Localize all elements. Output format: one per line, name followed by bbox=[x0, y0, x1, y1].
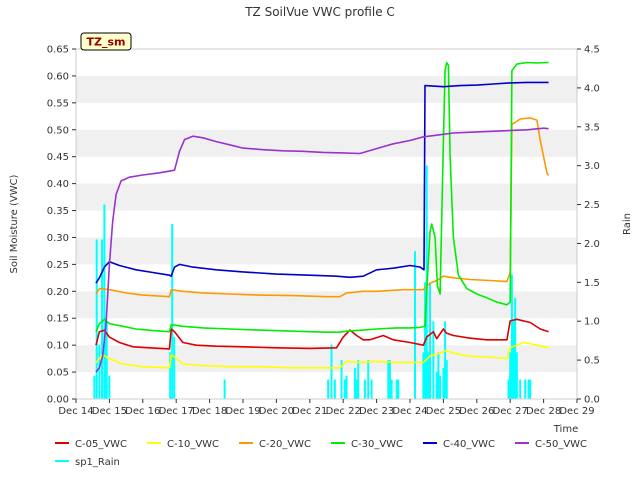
grid-band bbox=[76, 102, 577, 130]
y-tick-label: 0.35 bbox=[47, 206, 69, 217]
x-tick-label: Dec 27 bbox=[493, 406, 528, 417]
legend-item-c-05-vwc: C-05_VWC bbox=[55, 439, 127, 450]
y-tick-label: 0.50 bbox=[47, 125, 69, 136]
y2-tick-label: 0.0 bbox=[584, 395, 600, 406]
x-tick-label: Dec 19 bbox=[225, 406, 260, 417]
y2-tick-label: 2.5 bbox=[584, 200, 600, 211]
y2-tick-label: 1.0 bbox=[584, 317, 600, 328]
grid-band bbox=[76, 210, 577, 238]
x-tick-label: Dec 18 bbox=[192, 406, 227, 417]
series-layer bbox=[93, 61, 550, 399]
x-tick-label: Dec 15 bbox=[92, 406, 127, 417]
x-tick-label: Dec 17 bbox=[159, 406, 194, 417]
y-tick-label: 0.30 bbox=[47, 233, 69, 244]
y2-axis-label: Rain bbox=[622, 213, 633, 235]
grid-band bbox=[76, 75, 577, 103]
legend-item-c-10-vwc: C-10_VWC bbox=[147, 439, 219, 450]
series-sp1-rain bbox=[93, 165, 532, 399]
y2-tick-label: 2.0 bbox=[584, 239, 600, 250]
y-tick-label: 0.15 bbox=[47, 314, 69, 325]
chart-title: TZ SoilVue VWC profile C bbox=[244, 5, 395, 19]
series-line-c-50-vwc bbox=[95, 127, 549, 373]
legend: C-05_VWC C-10_VWC C-20_VWC C-30_VWC C-40_VWC… bbox=[55, 439, 587, 468]
y2-tick-label: 4.5 bbox=[584, 45, 600, 56]
y-tick-label: 0.25 bbox=[47, 260, 69, 271]
x-tick-label: Dec 25 bbox=[426, 406, 461, 417]
legend-label: C-10_VWC bbox=[167, 439, 219, 450]
y2-axis-ticks: 0.0 0.5 1.0 1.5 2.0 2.5 3.0 3.5 4.0 4.5 bbox=[577, 45, 600, 406]
series-line-c-20-vwc bbox=[95, 117, 550, 298]
y2-tick-label: 3.5 bbox=[584, 122, 600, 133]
x-tick-label: Dec 20 bbox=[259, 406, 294, 417]
grid-band bbox=[76, 372, 577, 399]
series-line-c-40-vwc bbox=[95, 81, 549, 284]
legend-item-c-20-vwc: C-20_VWC bbox=[239, 439, 311, 450]
site-badge-label: TZ_sm bbox=[87, 36, 126, 49]
legend-label: C-20_VWC bbox=[259, 439, 311, 450]
series-line-c-05-vwc bbox=[95, 318, 549, 350]
series-line-c-30-vwc bbox=[95, 61, 549, 333]
y-tick-label: 0.00 bbox=[47, 395, 69, 406]
legend-item-c-30-vwc: C-30_VWC bbox=[331, 439, 403, 450]
y-tick-label: 0.65 bbox=[47, 45, 69, 56]
y-axis-ticks: 0.00 0.05 0.10 0.15 0.20 0.25 0.30 0.35 0.40 0.45… bbox=[47, 45, 76, 406]
grid-bands bbox=[76, 49, 577, 399]
x-tick-label: Dec 22 bbox=[326, 406, 361, 417]
grid-band bbox=[76, 49, 577, 76]
plot-frame bbox=[75, 48, 578, 400]
x-tick-label: Dec 16 bbox=[125, 406, 160, 417]
x-axis-label: Time bbox=[553, 424, 578, 435]
y2-tick-label: 3.0 bbox=[584, 161, 600, 172]
x-tick-label: Dec 24 bbox=[392, 406, 427, 417]
grid-band bbox=[76, 237, 577, 265]
x-tick-label: Dec 23 bbox=[359, 406, 394, 417]
legend-item-c-50-vwc: C-50_VWC bbox=[515, 439, 587, 450]
y-tick-label: 0.55 bbox=[47, 98, 69, 109]
y-tick-label: 0.10 bbox=[47, 341, 69, 352]
series-line-c-10-vwc bbox=[95, 341, 549, 369]
y-tick-label: 0.05 bbox=[47, 368, 69, 379]
y2-tick-label: 0.5 bbox=[584, 356, 600, 367]
x-tick-label: Dec 29 bbox=[559, 406, 594, 417]
legend-item-sp1-rain: sp1_Rain bbox=[55, 457, 120, 468]
x-tick-label: Dec 26 bbox=[459, 406, 494, 417]
legend-label: sp1_Rain bbox=[75, 457, 120, 468]
x-tick-label: Dec 14 bbox=[58, 406, 93, 417]
legend-label: C-30_VWC bbox=[351, 439, 403, 450]
grid-band bbox=[76, 264, 577, 292]
site-badge-box bbox=[80, 32, 132, 51]
y2-tick-label: 1.5 bbox=[584, 278, 600, 289]
y-tick-label: 0.20 bbox=[47, 287, 69, 298]
x-tick-label: Dec 21 bbox=[292, 406, 327, 417]
y-tick-label: 0.60 bbox=[47, 71, 69, 82]
grid-band bbox=[76, 183, 577, 211]
y2-tick-label: 4.0 bbox=[584, 83, 600, 94]
legend-label: C-05_VWC bbox=[75, 439, 127, 450]
y-tick-label: 0.40 bbox=[47, 179, 69, 190]
grid-band bbox=[76, 156, 577, 184]
legend-label: C-50_VWC bbox=[535, 439, 587, 450]
legend-label: C-40_VWC bbox=[443, 439, 495, 450]
y-tick-label: 0.45 bbox=[47, 152, 69, 163]
site-badge: TZ_sm bbox=[80, 32, 132, 51]
y-axis-label: Soil Moisture (VWC) bbox=[9, 174, 20, 273]
legend-item-c-40-vwc: C-40_VWC bbox=[423, 439, 495, 450]
x-tick-label: Dec 28 bbox=[526, 406, 561, 417]
